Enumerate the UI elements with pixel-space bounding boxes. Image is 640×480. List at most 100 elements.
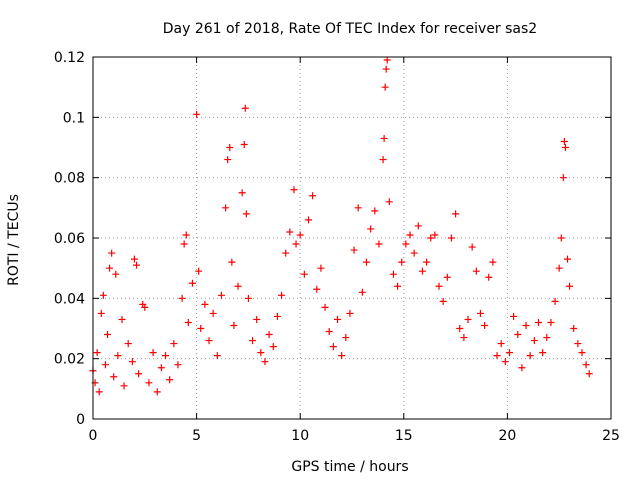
data-point <box>559 174 567 182</box>
data-point <box>141 303 149 311</box>
data-point <box>226 144 234 151</box>
data-point <box>120 382 128 390</box>
data-point <box>557 234 565 242</box>
data-point <box>534 318 542 326</box>
data-point <box>539 349 547 357</box>
data-point <box>261 358 269 366</box>
data-point <box>292 240 300 248</box>
data-point <box>585 370 593 378</box>
data-point <box>174 361 182 369</box>
data-point <box>514 331 522 339</box>
data-point <box>325 328 333 336</box>
data-point <box>313 285 321 293</box>
data-point <box>410 249 418 257</box>
x-tick-label: 25 <box>602 428 620 444</box>
data-point <box>350 246 358 254</box>
data-point <box>238 189 246 197</box>
data-point <box>128 358 136 366</box>
data-point <box>371 207 379 215</box>
data-point <box>379 156 387 164</box>
data-point <box>290 186 298 194</box>
data-point <box>497 340 505 348</box>
data-point <box>447 234 455 242</box>
data-point <box>489 258 497 266</box>
y-tick-label: 0.04 <box>54 291 85 307</box>
data-point <box>180 240 188 248</box>
data-point <box>354 204 362 212</box>
grid-lines <box>93 57 611 419</box>
data-point <box>510 312 518 320</box>
data-point <box>431 231 439 239</box>
data-point <box>269 343 277 351</box>
data-point <box>193 110 201 118</box>
data-point <box>300 270 308 278</box>
data-point <box>201 300 209 308</box>
data-point <box>145 379 153 387</box>
data-point <box>321 303 329 311</box>
data-point <box>435 282 443 290</box>
data-point <box>402 240 410 248</box>
data-point <box>551 297 559 305</box>
data-point <box>114 352 122 360</box>
data-point <box>561 144 569 151</box>
data-point <box>382 65 390 73</box>
data-point <box>178 294 186 302</box>
data-point <box>560 137 568 145</box>
data-point <box>317 264 325 272</box>
data-point <box>439 297 447 305</box>
data-point <box>385 198 393 206</box>
data-point <box>481 321 489 329</box>
data-point <box>234 282 242 290</box>
y-tick-label: 0.06 <box>54 231 85 247</box>
data-point <box>240 140 248 148</box>
x-tick-label: 15 <box>395 428 413 444</box>
data-point <box>367 225 375 233</box>
data-point <box>106 264 114 272</box>
x-tick-label: 0 <box>89 428 98 444</box>
data-point <box>389 270 397 278</box>
data-point <box>427 234 435 242</box>
data-point <box>346 309 354 317</box>
data-point <box>130 255 138 263</box>
data-point <box>249 337 257 345</box>
data-point <box>358 288 366 296</box>
data-point <box>97 309 105 317</box>
x-axis-title: GPS time / hours <box>291 459 408 475</box>
x-tick-label: 5 <box>192 428 201 444</box>
data-point <box>135 370 143 378</box>
data-point <box>153 388 161 396</box>
y-axis-title: ROTI / TECUs <box>6 194 22 286</box>
data-point <box>265 331 273 339</box>
data-point <box>578 349 586 357</box>
data-point <box>333 315 341 323</box>
data-point <box>222 204 230 212</box>
data-point <box>414 222 422 230</box>
data-point <box>188 279 196 287</box>
data-point <box>493 352 501 360</box>
data-point <box>195 267 203 275</box>
data-point <box>547 318 555 326</box>
data-point <box>555 264 563 272</box>
data-point <box>228 258 236 266</box>
data-point <box>95 388 103 396</box>
data-point <box>582 361 590 369</box>
x-tick-label: 10 <box>291 428 309 444</box>
data-point <box>110 373 118 381</box>
data-point <box>224 156 232 164</box>
data-point <box>398 258 406 266</box>
data-point <box>170 340 178 348</box>
data-point <box>162 352 170 360</box>
data-point <box>456 325 464 332</box>
data-point <box>472 267 480 275</box>
data-point <box>342 334 350 342</box>
data-point <box>101 361 109 369</box>
data-point <box>566 282 574 290</box>
data-point <box>309 192 317 200</box>
data-point <box>184 318 192 326</box>
data-point <box>278 291 286 299</box>
data-point <box>242 210 250 218</box>
data-point <box>375 240 383 248</box>
y-tick-label: 0.1 <box>63 110 85 126</box>
data-point <box>485 273 493 281</box>
data-point <box>244 294 252 302</box>
